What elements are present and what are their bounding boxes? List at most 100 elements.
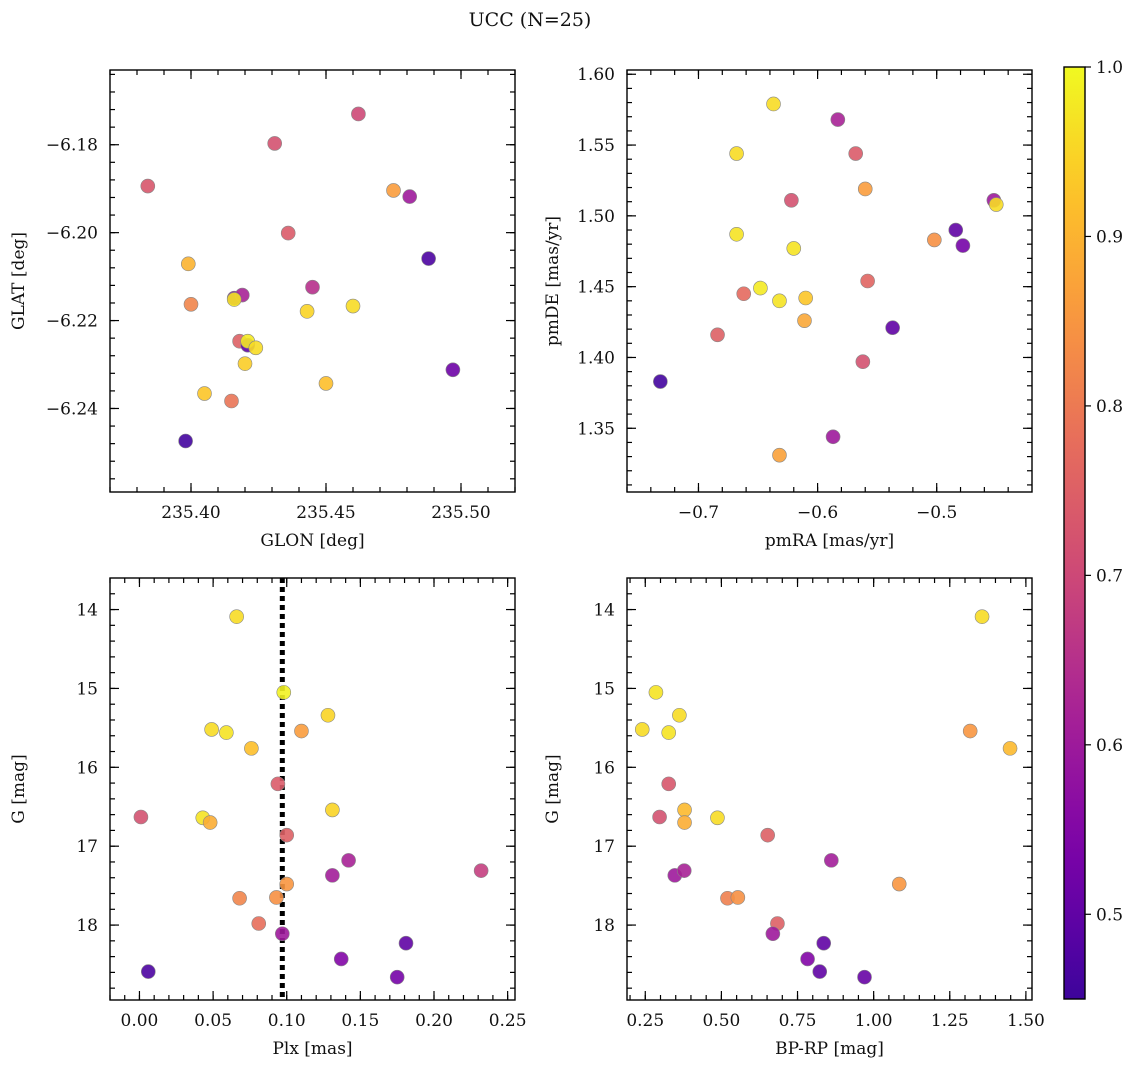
data-point (860, 273, 875, 289)
data-point (318, 376, 334, 391)
y-axis-label: G [mag] (543, 754, 563, 823)
data-point (988, 197, 1004, 212)
data-point (825, 429, 841, 445)
y-tick-label: 18 (593, 916, 615, 936)
points (653, 96, 1004, 463)
data-point (648, 685, 664, 700)
colorbar-frame (1063, 66, 1086, 1000)
y-tick-label: 14 (76, 601, 98, 621)
y-tick-label: 14 (593, 601, 615, 621)
plot-frame (626, 577, 1033, 1001)
data-point (248, 340, 264, 356)
data-point (676, 863, 692, 878)
data-point (224, 393, 239, 409)
data-point (183, 296, 199, 312)
x-tick-label: 235.50 (431, 503, 490, 523)
data-point (765, 926, 781, 942)
x-tick-label: −0.6 (797, 503, 838, 523)
data-point (753, 280, 768, 296)
data-point (421, 251, 436, 266)
colorbar: 0.5 0.6 0.7 0.8 0.9 1.0 (1063, 58, 1123, 1000)
data-point (140, 178, 156, 194)
y-axis-label: pmDE [mas/yr] (543, 216, 563, 346)
y-tick-label: −6.20 (46, 224, 98, 244)
plot-frame (626, 69, 1033, 493)
x-tick-label: 0.20 (415, 1011, 453, 1031)
data-point (275, 926, 290, 942)
data-point (800, 951, 815, 967)
data-point (798, 290, 813, 306)
data-point (402, 189, 418, 204)
y-axis-label: GLAT [deg] (9, 232, 29, 330)
data-point (797, 313, 812, 328)
data-point (955, 238, 971, 253)
colorbar-tick-label: 0.8 (1096, 397, 1123, 417)
data-point (710, 810, 725, 826)
x-axis-label: pmRA [mas/yr] (765, 531, 894, 551)
data-point (267, 136, 283, 151)
data-point (885, 320, 900, 336)
data-point (766, 96, 781, 112)
x-tick-label: 0.25 (489, 1011, 527, 1031)
y-tick-label: 16 (593, 758, 615, 778)
data-point (345, 298, 361, 314)
data-point (232, 890, 247, 906)
ticks (109, 70, 516, 492)
panel-3: 0.00 0.05 0.10 0.15 0.20 0.25 14 15 16 17 18 Plx [m… (9, 577, 527, 1059)
x-tick-label: −0.5 (916, 503, 957, 523)
data-point (202, 815, 218, 830)
data-point (229, 609, 244, 624)
data-point (133, 809, 149, 825)
data-point (729, 146, 744, 161)
x-tick-label: 0.75 (779, 1011, 817, 1031)
data-point (786, 241, 802, 256)
data-point (891, 876, 907, 892)
y-tick-label: 1.50 (577, 207, 615, 227)
y-axis-label: G [mag] (9, 754, 29, 823)
data-point (848, 146, 864, 161)
y-tick-label: 16 (76, 758, 98, 778)
ticks (627, 578, 1032, 1000)
colorbar-tick-label: 0.5 (1096, 905, 1123, 925)
data-point (445, 362, 461, 378)
y-tick-label: 17 (593, 837, 615, 857)
y-tick-label: −6.24 (46, 399, 98, 419)
x-tick-label: 0.15 (341, 1011, 379, 1031)
data-point (730, 890, 746, 905)
data-point (294, 723, 309, 739)
ticks (109, 578, 515, 1000)
x-tick-label: 0.50 (702, 1011, 740, 1031)
x-axis-label: BP-RP [mag] (775, 1039, 884, 1059)
data-point (672, 707, 687, 723)
y-tick-label: 1.40 (577, 348, 615, 368)
data-point (279, 827, 295, 843)
y-tick-label: −6.22 (46, 312, 98, 332)
data-point (226, 292, 242, 307)
data-point (710, 327, 725, 343)
x-tick-label: 0.05 (194, 1011, 232, 1031)
data-point (389, 969, 405, 985)
data-point (652, 809, 667, 825)
y-tick-label: 1.35 (577, 419, 615, 439)
plot-frame (109, 69, 516, 493)
data-point (351, 106, 366, 122)
figure-title: UCC (N=25) (469, 9, 592, 31)
x-axis-label: GLON [deg] (260, 531, 364, 551)
panel-1: 235.40 235.45 235.50 −6.24 −6.22 −6.20 −6.18 GL… (9, 69, 516, 551)
y-tick-label: 1.55 (577, 136, 615, 156)
data-point (333, 951, 349, 967)
y-tick-label: −6.18 (46, 136, 98, 156)
data-point (653, 374, 668, 389)
x-tick-label: −0.7 (678, 503, 719, 523)
colorbar-tick-label: 1.0 (1096, 58, 1123, 78)
colorbar-gradient (1064, 67, 1085, 999)
x-tick-label: 1.25 (931, 1011, 969, 1031)
data-point (677, 802, 692, 818)
data-point (140, 964, 156, 979)
panel-2: −0.7 −0.6 −0.5 1.35 1.40 1.45 1.50 1.55 1.60 pmRA… (543, 65, 1033, 551)
data-point (270, 776, 286, 792)
data-point (830, 112, 846, 127)
colorbar-tick-label: 0.7 (1096, 566, 1123, 586)
x-axis-label: Plx [mas] (272, 1039, 352, 1059)
